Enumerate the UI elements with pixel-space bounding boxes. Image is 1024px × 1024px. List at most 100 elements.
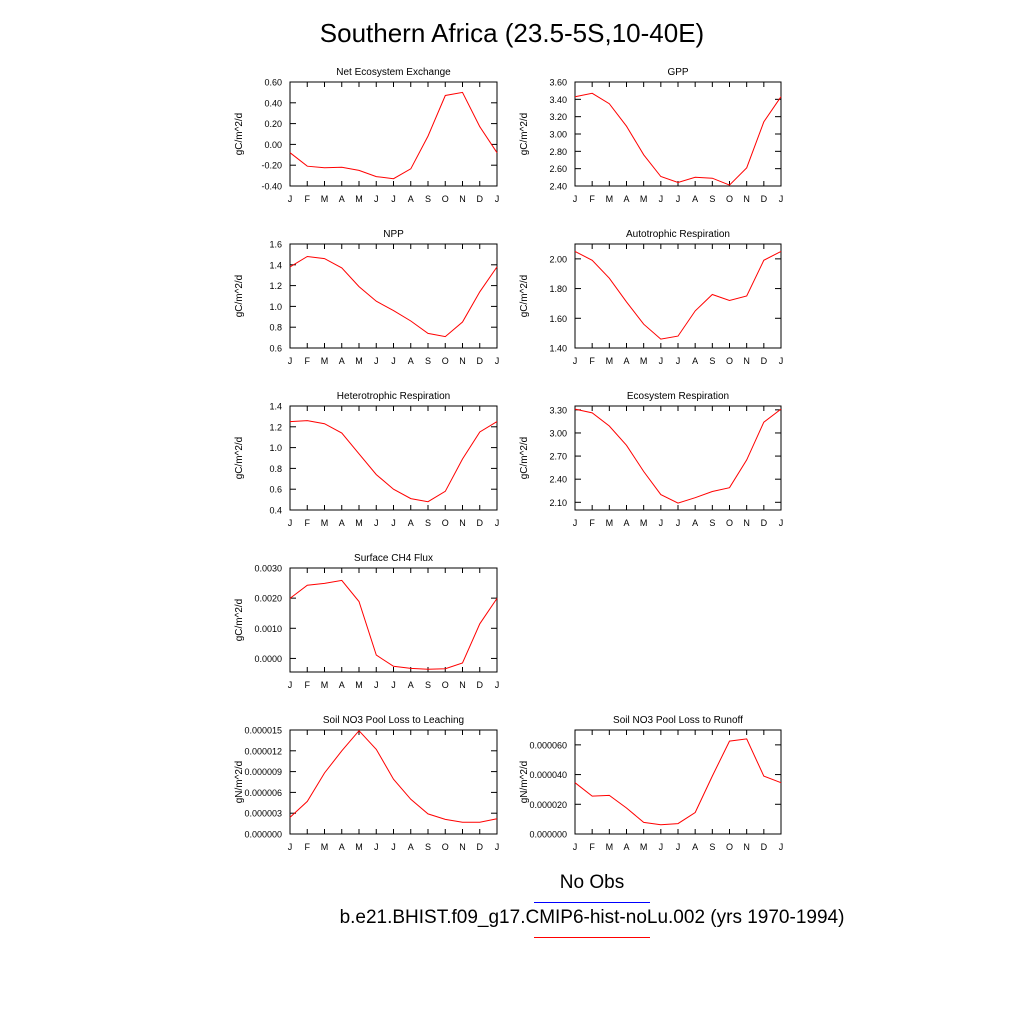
- x-tick-label: M: [640, 842, 648, 852]
- x-tick-label: A: [692, 518, 698, 528]
- x-tick-label: J: [659, 518, 664, 528]
- x-tick-label: J: [288, 680, 293, 690]
- x-tick-label: D: [761, 842, 768, 852]
- x-tick-label: J: [659, 194, 664, 204]
- x-tick-label: M: [640, 194, 648, 204]
- y-axis-label: gC/m^2/d: [234, 113, 245, 156]
- x-tick-label: J: [676, 194, 681, 204]
- x-tick-label: F: [305, 356, 311, 366]
- x-tick-label: J: [659, 842, 664, 852]
- x-tick-label: N: [743, 356, 750, 366]
- chart-panel-8: Soil NO3 Pool Loss to Leaching gN/m^2/d J F…: [234, 715, 499, 852]
- y-tick-label: 1.6: [269, 240, 282, 250]
- y-tick-label: 0.8: [269, 323, 282, 333]
- y-axis-label: gN/m^2/d: [234, 761, 245, 804]
- x-tick-label: M: [355, 680, 363, 690]
- x-tick-label: J: [659, 356, 664, 366]
- x-tick-label: J: [779, 842, 784, 852]
- y-tick-label: 0.000012: [244, 746, 282, 756]
- x-tick-label: D: [477, 842, 484, 852]
- x-tick-label: J: [779, 356, 784, 366]
- y-tick-label: 0.6: [269, 485, 282, 495]
- y-tick-label: 3.00: [549, 428, 567, 438]
- x-tick-label: N: [459, 518, 466, 528]
- series-line: [289, 420, 498, 503]
- x-tick-label: S: [709, 356, 715, 366]
- x-tick-label: D: [761, 194, 768, 204]
- y-tick-label: 0.6: [269, 344, 282, 354]
- panel-title: Surface CH4 Flux: [354, 553, 433, 564]
- y-tick-label: 0.4: [269, 506, 282, 516]
- x-tick-label: M: [640, 518, 648, 528]
- x-tick-label: D: [761, 518, 768, 528]
- panel-title: GPP: [667, 67, 688, 78]
- y-tick-label: 3.20: [549, 112, 567, 122]
- x-tick-label: S: [425, 842, 431, 852]
- y-axis-label: gN/m^2/d: [519, 761, 530, 804]
- x-tick-label: S: [425, 518, 431, 528]
- x-tick-label: O: [442, 680, 449, 690]
- x-tick-label: J: [374, 518, 379, 528]
- x-tick-label: J: [288, 518, 293, 528]
- x-tick-label: S: [425, 356, 431, 366]
- legend-obs-label: No Obs: [559, 872, 625, 893]
- x-tick-label: O: [726, 842, 733, 852]
- x-tick-label: M: [606, 842, 614, 852]
- y-tick-label: 1.2: [269, 422, 282, 432]
- y-tick-label: 1.40: [549, 344, 567, 354]
- panel-title: Soil NO3 Pool Loss to Leaching: [323, 715, 464, 726]
- x-tick-label: O: [726, 356, 733, 366]
- panel-title: Net Ecosystem Exchange: [336, 67, 451, 78]
- y-tick-label: 1.60: [549, 314, 567, 324]
- x-tick-label: M: [321, 680, 329, 690]
- panel-title: Ecosystem Respiration: [627, 391, 729, 402]
- y-tick-label: 0.8: [269, 464, 282, 474]
- x-tick-label: J: [288, 842, 293, 852]
- y-tick-label: 0.0010: [254, 624, 282, 634]
- plot-frame: [574, 405, 782, 511]
- x-tick-label: D: [761, 356, 768, 366]
- y-tick-label: 1.0: [269, 443, 282, 453]
- y-tick-label: 0.000040: [529, 770, 567, 780]
- x-tick-label: A: [339, 842, 345, 852]
- panel-title: NPP: [383, 229, 404, 240]
- x-tick-label: J: [495, 680, 500, 690]
- x-tick-label: M: [321, 842, 329, 852]
- x-tick-label: J: [391, 680, 396, 690]
- y-tick-label: 3.40: [549, 95, 567, 105]
- plot-frame: [289, 405, 498, 511]
- x-tick-label: A: [408, 194, 414, 204]
- y-tick-label: 0.000003: [244, 809, 282, 819]
- plot-frame: [289, 243, 498, 349]
- y-tick-label: 2.40: [549, 182, 567, 192]
- x-tick-label: J: [288, 356, 293, 366]
- x-tick-label: A: [339, 194, 345, 204]
- series-line: [289, 729, 498, 823]
- y-tick-label: 1.80: [549, 284, 567, 294]
- y-axis-label: gC/m^2/d: [519, 113, 530, 156]
- x-tick-label: S: [709, 842, 715, 852]
- x-tick-label: J: [495, 356, 500, 366]
- series-line: [574, 738, 782, 826]
- series-line: [574, 250, 782, 340]
- x-tick-label: O: [442, 518, 449, 528]
- y-tick-label: 3.60: [549, 78, 567, 88]
- plot-frame: [289, 729, 498, 835]
- x-tick-label: F: [589, 518, 595, 528]
- x-tick-label: N: [743, 194, 750, 204]
- plot-frame: [574, 81, 782, 187]
- x-tick-label: J: [573, 194, 578, 204]
- x-tick-label: F: [305, 680, 311, 690]
- x-tick-label: M: [321, 356, 329, 366]
- x-tick-label: F: [305, 842, 311, 852]
- x-tick-label: A: [623, 842, 629, 852]
- y-tick-label: 0.0020: [254, 594, 282, 604]
- x-tick-label: J: [676, 356, 681, 366]
- page-title: Southern Africa (23.5-5S,10-40E): [319, 18, 705, 48]
- x-tick-label: F: [305, 518, 311, 528]
